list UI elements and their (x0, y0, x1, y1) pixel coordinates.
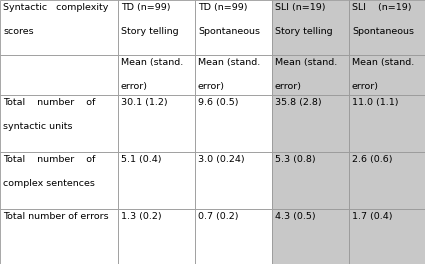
Text: Mean (stand.

error): Mean (stand. error) (275, 58, 337, 91)
Text: 4.3 (0.5): 4.3 (0.5) (275, 212, 316, 221)
Text: 1.3 (0.2): 1.3 (0.2) (121, 212, 162, 221)
Bar (118, 95, 195, 152)
Text: TD (n=99)

Story telling: TD (n=99) Story telling (121, 3, 178, 36)
Bar (349, 95, 425, 152)
Text: 11.0 (1.1): 11.0 (1.1) (352, 98, 399, 107)
Bar (0, 0, 118, 55)
Bar (195, 209, 272, 264)
Bar (0, 55, 118, 95)
Bar (349, 152, 425, 209)
Bar (0, 209, 118, 264)
Bar (195, 152, 272, 209)
Bar (272, 0, 349, 55)
Text: Mean (stand.

error): Mean (stand. error) (352, 58, 414, 91)
Text: Total    number    of

syntactic units: Total number of syntactic units (3, 98, 95, 131)
Bar (349, 0, 425, 55)
Text: Total number of errors: Total number of errors (3, 212, 109, 221)
Text: 5.3 (0.8): 5.3 (0.8) (275, 155, 316, 164)
Bar (195, 0, 272, 55)
Bar (272, 55, 349, 95)
Text: Syntactic   complexity

scores: Syntactic complexity scores (3, 3, 108, 36)
Text: TD (n=99)

Spontaneous: TD (n=99) Spontaneous (198, 3, 260, 36)
Bar (0, 95, 118, 152)
Bar (272, 95, 349, 152)
Text: 1.7 (0.4): 1.7 (0.4) (352, 212, 393, 221)
Text: Mean (stand.

error): Mean (stand. error) (121, 58, 183, 91)
Text: SLI    (n=19)

Spontaneous: SLI (n=19) Spontaneous (352, 3, 414, 36)
Bar (195, 55, 272, 95)
Bar (272, 209, 349, 264)
Bar (349, 209, 425, 264)
Text: 0.7 (0.2): 0.7 (0.2) (198, 212, 238, 221)
Bar (195, 95, 272, 152)
Text: 2.6 (0.6): 2.6 (0.6) (352, 155, 393, 164)
Text: 9.6 (0.5): 9.6 (0.5) (198, 98, 238, 107)
Bar (118, 55, 195, 95)
Text: 30.1 (1.2): 30.1 (1.2) (121, 98, 167, 107)
Text: 5.1 (0.4): 5.1 (0.4) (121, 155, 162, 164)
Bar (118, 209, 195, 264)
Text: 35.8 (2.8): 35.8 (2.8) (275, 98, 322, 107)
Bar (0, 152, 118, 209)
Bar (118, 152, 195, 209)
Bar (118, 0, 195, 55)
Text: SLI (n=19)

Story telling: SLI (n=19) Story telling (275, 3, 333, 36)
Bar (272, 152, 349, 209)
Bar (349, 55, 425, 95)
Text: Total    number    of

complex sentences: Total number of complex sentences (3, 155, 95, 188)
Text: 3.0 (0.24): 3.0 (0.24) (198, 155, 245, 164)
Text: Mean (stand.

error): Mean (stand. error) (198, 58, 260, 91)
